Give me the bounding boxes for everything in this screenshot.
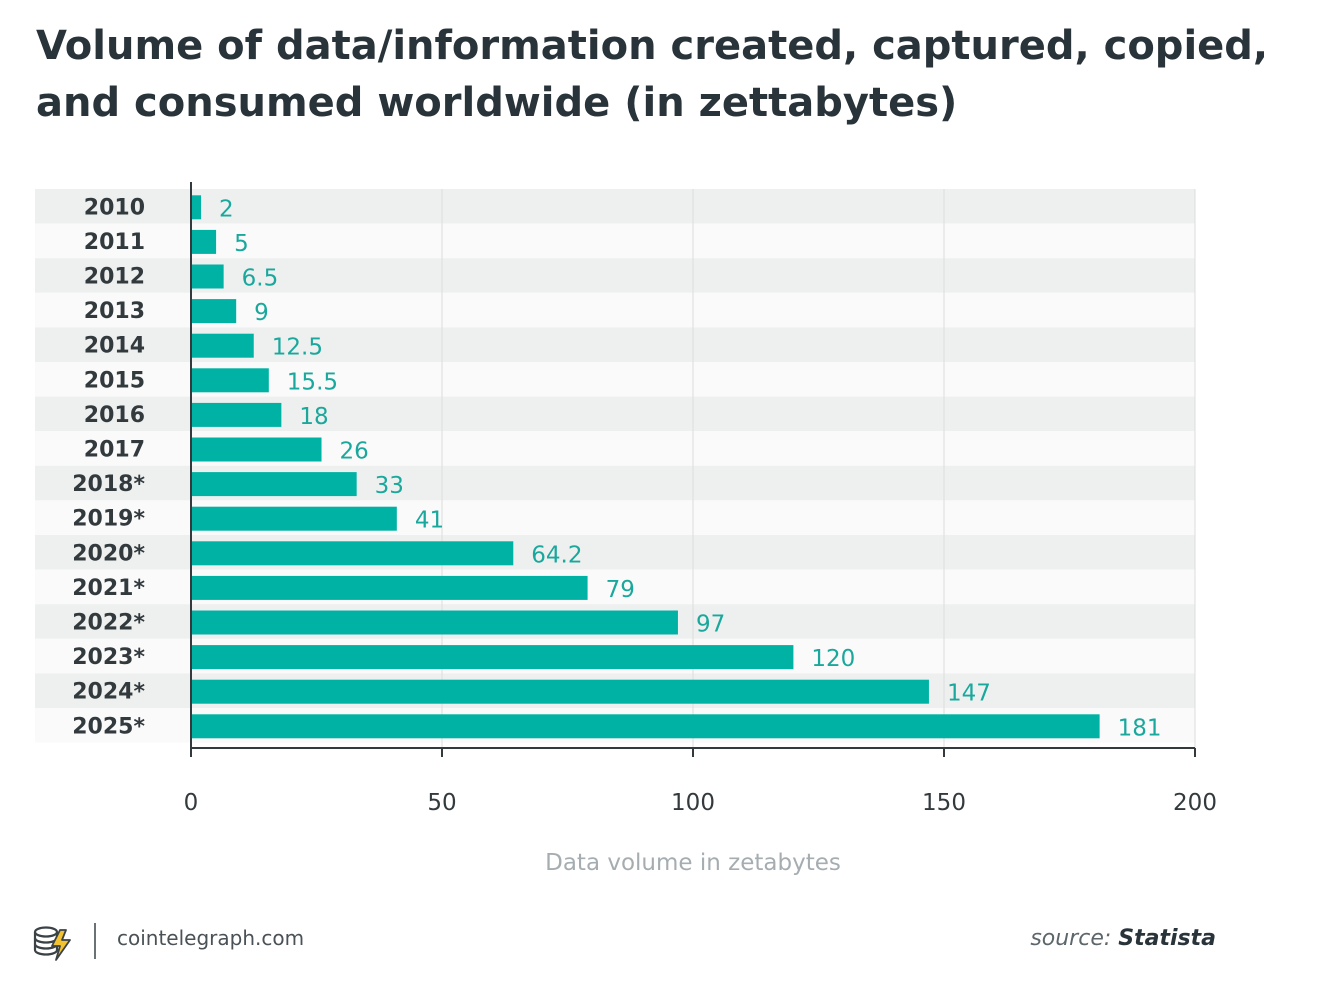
value-label: 6.5 [242, 266, 279, 292]
x-tick-label: 0 [184, 790, 199, 816]
x-axis-title: Data volume in zetabytes [545, 850, 841, 876]
bar [191, 195, 202, 220]
category-label: 2011 [84, 230, 145, 255]
bar [191, 575, 588, 600]
category-labels: 2010 2011 2012 2013 2014 2015 2016 2017 2018* 201… [72, 195, 145, 739]
value-label: 5 [234, 231, 249, 257]
bars [191, 195, 1100, 739]
x-tick-label: 100 [671, 790, 715, 816]
category-label: 2010 [84, 195, 145, 220]
category-label: 2012 [84, 265, 145, 290]
category-label: 2017 [84, 438, 145, 463]
category-label: 2023* [72, 645, 145, 670]
value-label: 181 [1118, 715, 1162, 741]
x-tick-label: 50 [427, 790, 456, 816]
category-label: 2022* [72, 611, 145, 636]
footer-site-link[interactable]: cointelegraph.com [117, 926, 305, 950]
category-label: 2015 [84, 368, 145, 393]
cointelegraph-logo-icon [33, 926, 71, 961]
bar [191, 299, 237, 324]
category-label: 2024* [72, 680, 145, 705]
bar [191, 506, 397, 531]
value-label: 12.5 [272, 335, 323, 361]
chart-title: Volume of data/information created, capt… [36, 23, 1269, 126]
row-stripe [35, 189, 1195, 224]
value-label: 2 [219, 196, 234, 222]
category-label: 2020* [72, 541, 145, 566]
bar-chart: 256.5912.515.51826334164.27997120147181 … [35, 182, 1217, 876]
footer-source: source: Statista [1030, 926, 1216, 951]
footer-divider [94, 923, 96, 959]
value-label: 64.2 [531, 542, 582, 568]
category-label: 2013 [84, 299, 145, 324]
category-label: 2016 [84, 403, 145, 428]
value-label: 120 [811, 646, 855, 672]
source-name: Statista [1118, 926, 1216, 951]
category-label: 2018* [72, 472, 145, 497]
value-label: 41 [415, 508, 444, 534]
row-stripe [35, 258, 1195, 293]
bar [191, 541, 514, 566]
value-label: 15.5 [287, 369, 338, 395]
bar [191, 368, 269, 393]
bar [191, 333, 254, 358]
bar [191, 402, 282, 427]
value-label: 9 [254, 300, 269, 326]
bar [191, 437, 322, 462]
x-tick-label: 150 [922, 790, 966, 816]
category-label: 2014 [84, 334, 145, 359]
value-label: 26 [340, 439, 369, 465]
axes [190, 182, 1196, 757]
value-label: 18 [299, 404, 328, 430]
bar [191, 472, 357, 497]
value-label: 97 [696, 612, 725, 638]
x-tick-label: 200 [1173, 790, 1217, 816]
value-label: 147 [947, 681, 991, 707]
bar [191, 645, 794, 670]
source-prefix: source: [1030, 926, 1119, 951]
value-label: 33 [375, 473, 404, 499]
row-stripe [35, 223, 1195, 259]
bar [191, 264, 224, 289]
bar [191, 679, 929, 704]
bar [191, 229, 217, 254]
value-label: 79 [606, 577, 635, 603]
bar [191, 714, 1100, 739]
category-label: 2019* [72, 507, 145, 532]
bar [191, 610, 678, 635]
x-tick-labels: 0 50 100 150 200 [184, 790, 1217, 816]
category-label: 2025* [72, 714, 145, 739]
category-label: 2021* [72, 576, 145, 601]
